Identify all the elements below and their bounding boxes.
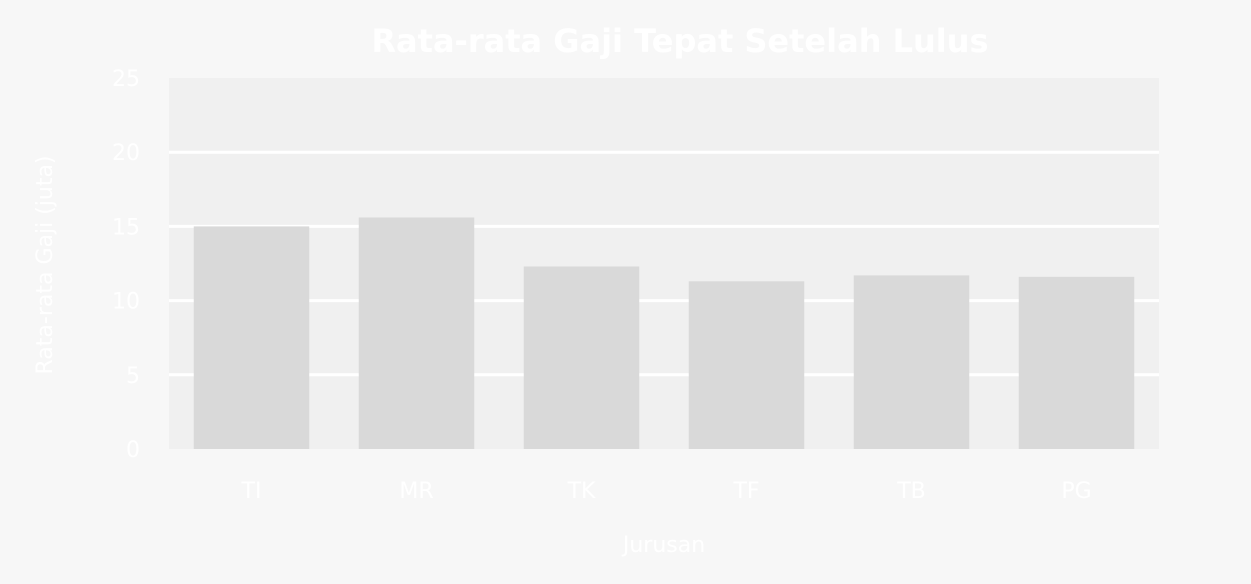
gridlines bbox=[169, 150, 1159, 377]
plot-area bbox=[169, 78, 1159, 449]
y-tick-label: 5 bbox=[126, 364, 140, 389]
x-tick-label: TF bbox=[732, 479, 759, 504]
chart-title: Rata-rata Gaji Tepat Setelah Lulus bbox=[371, 22, 988, 60]
x-tick-label: PG bbox=[1061, 479, 1091, 504]
bar-tb bbox=[853, 275, 970, 449]
y-tick-label: 15 bbox=[112, 215, 140, 240]
bar-tk bbox=[523, 266, 640, 449]
x-tick-label: TK bbox=[567, 479, 596, 504]
x-tick-label: TB bbox=[896, 479, 926, 504]
bars bbox=[193, 217, 1135, 449]
x-tick-label: MR bbox=[399, 479, 433, 504]
y-tick-label: 0 bbox=[126, 438, 140, 463]
y-ticks: 0 5 10 15 20 25 bbox=[112, 67, 140, 463]
y-tick-label: 10 bbox=[112, 290, 140, 315]
y-axis-label: Rata-rata Gaji (juta) bbox=[33, 155, 58, 374]
bar-ti bbox=[193, 226, 310, 449]
x-ticks: TI MR TK TF TB PG bbox=[241, 479, 1092, 504]
x-tick-label: TI bbox=[241, 479, 262, 504]
x-axis-label: Jurusan bbox=[621, 533, 705, 558]
y-tick-label: 20 bbox=[112, 141, 140, 166]
bar-pg bbox=[1018, 276, 1135, 449]
y-tick-label: 25 bbox=[112, 67, 140, 92]
bar-mr bbox=[358, 217, 475, 449]
bar-tf bbox=[688, 281, 805, 449]
